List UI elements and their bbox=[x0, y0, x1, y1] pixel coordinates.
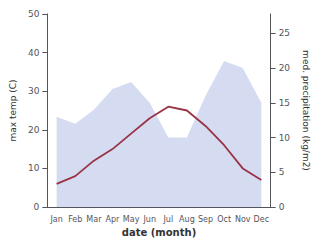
svg-text:20: 20 bbox=[279, 63, 291, 73]
svg-text:0: 0 bbox=[34, 202, 40, 212]
svg-text:med. precipitation (kg/m2): med. precipitation (kg/m2) bbox=[301, 50, 311, 171]
svg-text:Nov: Nov bbox=[235, 215, 251, 224]
svg-text:30: 30 bbox=[28, 86, 40, 96]
svg-text:Jun: Jun bbox=[142, 215, 156, 224]
svg-text:Apr: Apr bbox=[106, 215, 121, 224]
svg-text:date (month): date (month) bbox=[122, 227, 196, 238]
svg-text:Aug: Aug bbox=[179, 215, 195, 224]
svg-text:40: 40 bbox=[28, 48, 40, 58]
svg-text:0: 0 bbox=[279, 202, 285, 212]
svg-text:Dec: Dec bbox=[254, 215, 269, 224]
svg-text:5: 5 bbox=[279, 167, 285, 177]
svg-text:Oct: Oct bbox=[217, 215, 231, 224]
svg-text:Jul: Jul bbox=[162, 215, 173, 224]
svg-text:Jan: Jan bbox=[49, 215, 62, 224]
svg-text:Sep: Sep bbox=[198, 215, 213, 224]
svg-text:May: May bbox=[123, 215, 140, 224]
svg-text:Feb: Feb bbox=[68, 215, 82, 224]
svg-text:20: 20 bbox=[28, 125, 40, 135]
svg-text:max temp (C): max temp (C) bbox=[8, 79, 18, 141]
svg-text:15: 15 bbox=[279, 98, 290, 108]
svg-text:10: 10 bbox=[279, 133, 291, 143]
svg-text:25: 25 bbox=[279, 28, 290, 38]
svg-text:50: 50 bbox=[28, 9, 40, 19]
svg-text:Mar: Mar bbox=[86, 215, 102, 224]
svg-text:10: 10 bbox=[28, 163, 40, 173]
